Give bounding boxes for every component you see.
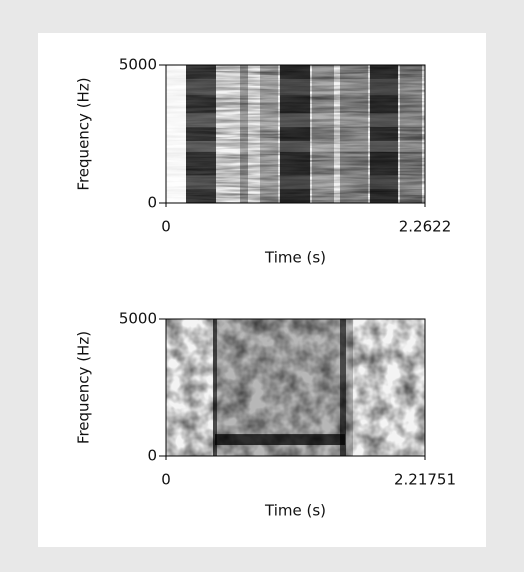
y-axis-label: Frequency (Hz): [75, 331, 93, 444]
spectrogram: [166, 319, 425, 456]
y-tick-label: 0: [147, 194, 157, 212]
x-axis-label: Time (s): [264, 249, 326, 267]
spectrogram-band: [312, 65, 334, 203]
spectrogram-row: [166, 78, 425, 96]
x-tick-label: 0: [161, 471, 171, 489]
spectrogram-band: [213, 319, 217, 456]
x-tick-label: 2.21751: [394, 471, 456, 489]
spectrogram: [166, 65, 425, 203]
spectrogram-band: [213, 319, 353, 456]
spectrogram-band: [370, 65, 398, 203]
spectrogram-band: [240, 65, 248, 203]
spectrogram-band: [260, 65, 278, 203]
spectrogram-band: [186, 65, 216, 203]
y-tick-label: 0: [147, 447, 157, 465]
spectrogram-band: [340, 65, 368, 203]
spectrogram-band: [280, 65, 310, 203]
spectrogram-row: [166, 175, 425, 190]
y-axis-label: Frequency (Hz): [75, 77, 93, 190]
spectrogram-row: [166, 140, 425, 152]
plot-frame: [165, 64, 426, 204]
x-tick-label: 0: [161, 218, 171, 236]
spectrogram-band: [400, 65, 422, 203]
y-tick-label: 5000: [119, 56, 157, 74]
plot-frame: [165, 318, 426, 457]
y-tick-label: 5000: [119, 310, 157, 328]
x-tick-label: 2.2622: [399, 218, 452, 236]
spectrogram-silence: [166, 65, 186, 203]
spectrogram-row: [166, 113, 425, 128]
spectrogram-noise: [166, 319, 425, 456]
spectrogram-formant: [215, 434, 345, 446]
spectrogram-band: [340, 319, 346, 456]
x-axis-label: Time (s): [264, 502, 326, 520]
